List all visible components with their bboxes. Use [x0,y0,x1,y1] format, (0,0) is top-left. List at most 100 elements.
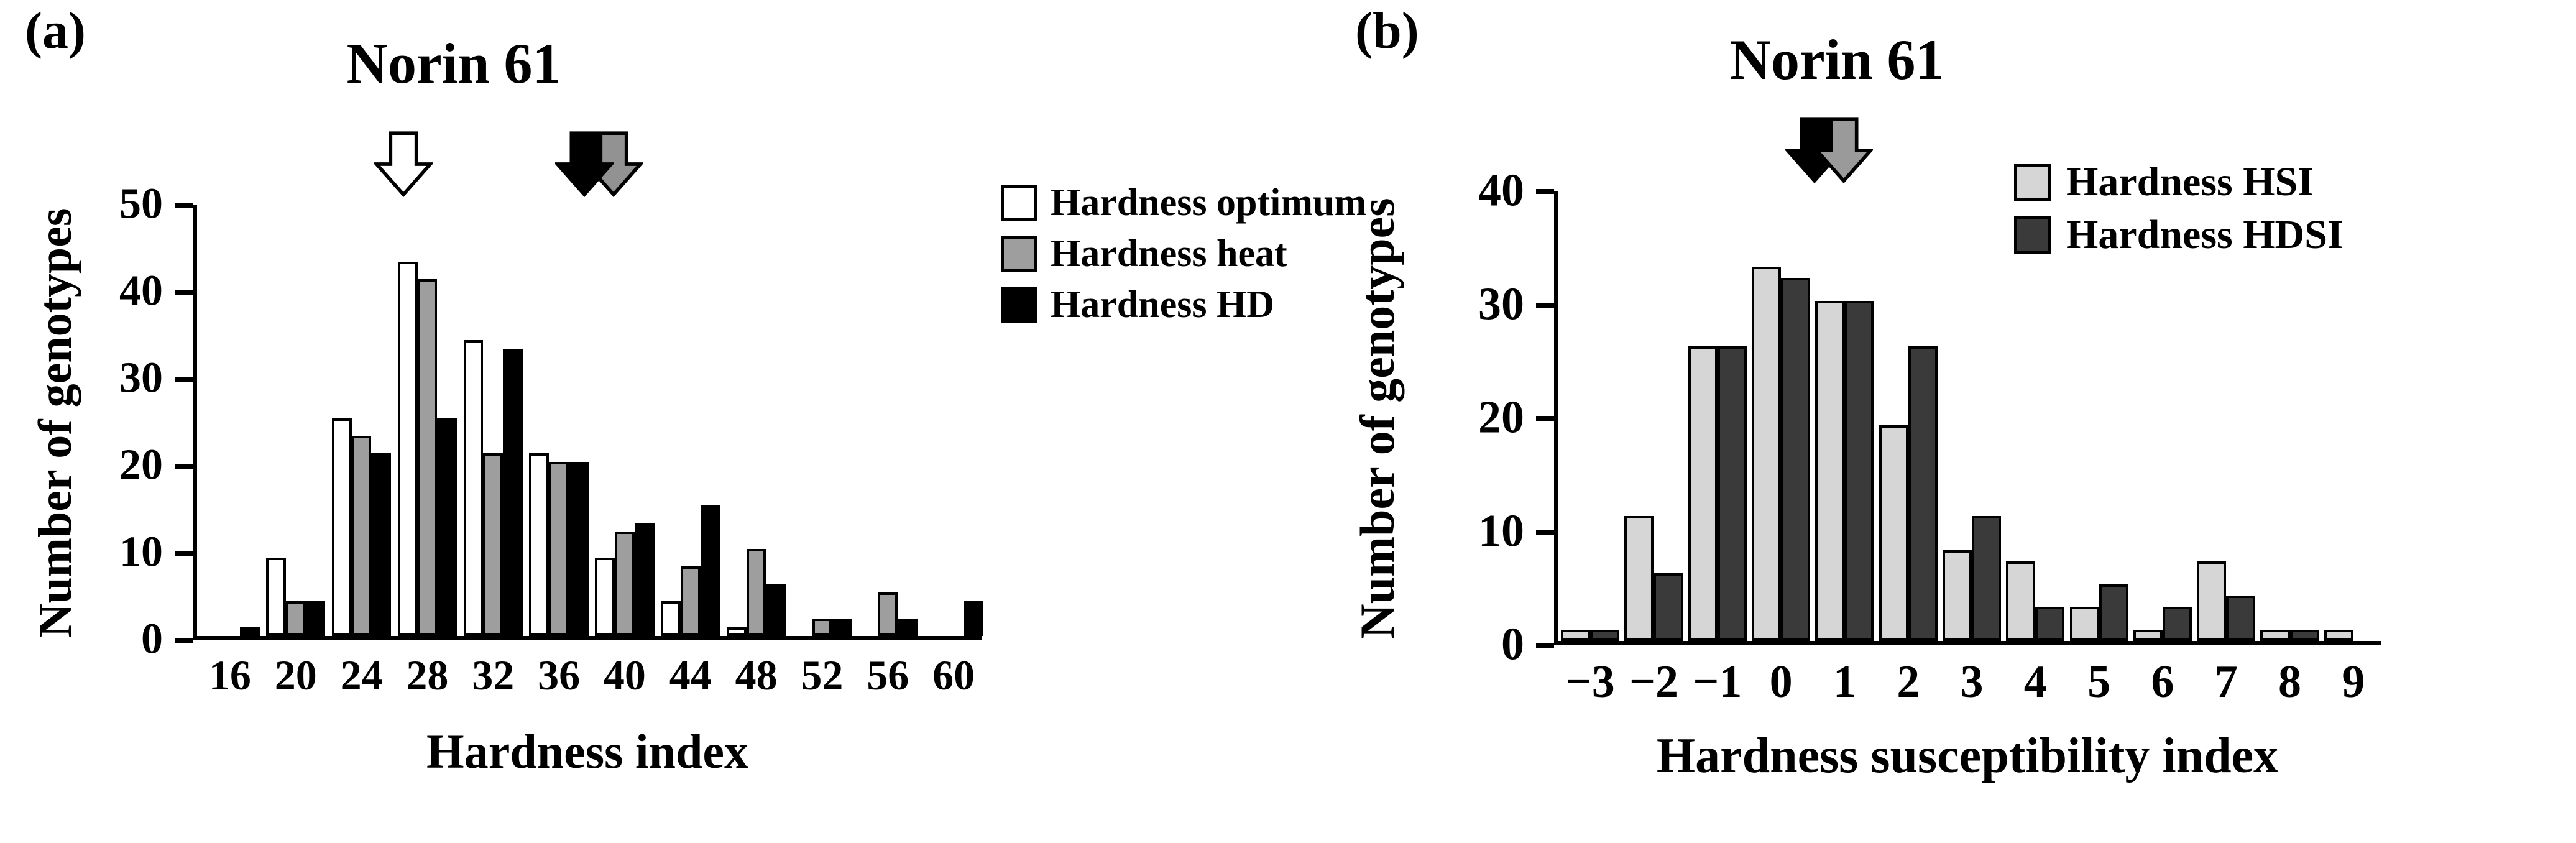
bar-hardness-hsi [2133,629,2163,641]
bar-hardness-hsi [1752,266,1782,641]
x-axis-tick-label: 0 [1769,656,1793,707]
legend-label: Hardness HD [1051,283,1274,326]
bar-hardness-optimum [397,262,418,636]
panel-b-norin61-title: Norin 61 [1729,28,1944,91]
bar-hardness-hd [963,601,983,636]
bar-hardness-optimum [595,558,615,636]
legend-item: Hardness HD [1001,285,1366,325]
bar-hardness-optimum [266,558,286,636]
bar-hardness-hd [832,619,852,636]
legend-swatch-icon [2014,216,2051,254]
bar-hardness-hd [503,349,523,636]
bar-hardness-heat [746,549,766,636]
norin61-optimum-arrow [374,131,433,198]
bar-hardness-heat [878,592,898,636]
y-axis-tick-label: 10 [1478,505,1524,557]
bar-hardness-heat [615,532,635,636]
y-axis-tick [175,551,193,556]
bar-hardness-hdsi [2099,584,2128,641]
bar-hardness-hsi [2260,629,2290,641]
x-axis-tick-label: 20 [274,652,317,699]
panel-a: (a) Norin 61 Number of genotypes 0 10 20 30… [16,5,1366,841]
y-axis-tick-label: 40 [1478,165,1524,216]
y-axis-tick [1536,302,1554,308]
x-axis-tick-label: 36 [538,652,581,699]
bar-hardness-heat [351,436,372,636]
y-axis-tick [175,377,193,382]
bar-hardness-hdsi [1717,346,1747,641]
legend-item: Hardness optimum [1001,182,1366,223]
bar-hardness-heat [680,566,701,636]
legend-item: Hardness HDSI [2014,212,2344,258]
y-axis-tick [1536,643,1554,648]
bar-hardness-heat [483,453,504,636]
x-axis-tick-label: 16 [208,652,251,699]
legend-label: Hardness HSI [2066,159,2314,205]
x-axis-tick-label: 1 [1833,656,1856,707]
x-axis-tick-label: 8 [2278,656,2302,707]
x-axis-tick-label: 3 [1960,656,1984,707]
legend-swatch-icon [1001,287,1037,323]
bar-hardness-hdsi [1908,346,1938,641]
bar-hardness-hd [371,453,392,636]
panel-a-norin61-title: Norin 61 [346,32,561,95]
bar-hardness-heat [812,619,832,636]
panel-b-label: (b) [1355,2,1419,60]
panel-a-legend: Hardness optimum Hardness heat Hardness HD [1001,182,1366,325]
bar-hardness-optimum [726,627,747,636]
bar-hardness-optimum [529,453,550,636]
bar-hardness-heat [417,279,438,636]
y-axis-tick-label: 50 [119,180,163,228]
x-axis-tick-label: 56 [867,652,909,699]
panel-a-x-axis-title: Hardness index [426,724,748,778]
x-axis-tick-label: 2 [1897,656,1920,707]
bar-hardness-hdsi [2226,596,2256,641]
x-axis-tick-label: 32 [472,652,515,699]
panel-b-plot-area: 0 10 20 30 40 −3 −2 −1 0 1 2 3 4 5 6 7 8 9 [1478,168,2381,705]
bar-hardness-hdsi [1972,516,2002,641]
bar-hardness-hsi [1815,300,1845,641]
bar-hardness-optimum [661,601,681,636]
x-axis-tick-label: −2 [1629,656,1679,707]
bar-hardness-heat [549,462,569,636]
panel-b-y-axis-title: Number of genotypes [1350,198,1404,639]
bar-hardness-hdsi [1781,278,1811,641]
x-axis-tick-label: 40 [603,652,646,699]
bar-hardness-optimum [463,340,484,636]
bar-hardness-hd [898,619,918,636]
norin61-hsi-arrow [1814,117,1873,184]
x-axis-tick-label: 7 [2214,656,2238,707]
x-axis-tick-label: 28 [406,652,449,699]
y-axis-tick-label: 10 [119,528,163,576]
y-axis-tick-label: 20 [1478,392,1524,443]
bar-hardness-optimum [331,418,352,636]
bar-hardness-hsi [1879,425,1908,641]
y-axis-tick-label: 20 [119,441,163,489]
x-axis-tick-label: −1 [1693,656,1742,707]
bar-hardness-hsi [2006,561,2036,641]
bar-hardness-hdsi [2289,629,2319,641]
bar-hardness-hsi [1688,346,1718,641]
x-axis-tick-label: 5 [2087,656,2111,707]
y-axis-tick-label: 30 [119,354,163,402]
legend-label: Hardness HDSI [2066,212,2344,258]
bar-hardness-heat [285,601,306,636]
x-axis-tick-label: 6 [2151,656,2174,707]
legend-swatch-icon [1001,236,1037,272]
x-axis-tick-label: 24 [340,652,383,699]
legend-label: Hardness heat [1051,233,1287,275]
panel-a-plot-area: 0 10 20 30 40 50 16 20 24 28 32 36 40 44 48 52 56 60 [119,182,983,696]
y-axis-tick [175,464,193,469]
x-axis-tick-label: 4 [2023,656,2047,707]
norin61-hd-arrow [554,131,614,198]
bar-hardness-hd [437,418,458,636]
y-axis-tick-label: 40 [119,267,163,315]
x-axis-tick-label: −3 [1565,656,1615,707]
bar-hardness-hd [700,505,720,636]
y-axis-tick [1536,189,1554,194]
bar-hardness-hsi [2324,629,2353,641]
bar-hardness-hsi [1942,550,1972,641]
x-axis-tick-label: 52 [801,652,844,699]
y-axis-tick-label: 0 [1501,619,1524,670]
x-axis-tick-label: 48 [735,652,778,699]
